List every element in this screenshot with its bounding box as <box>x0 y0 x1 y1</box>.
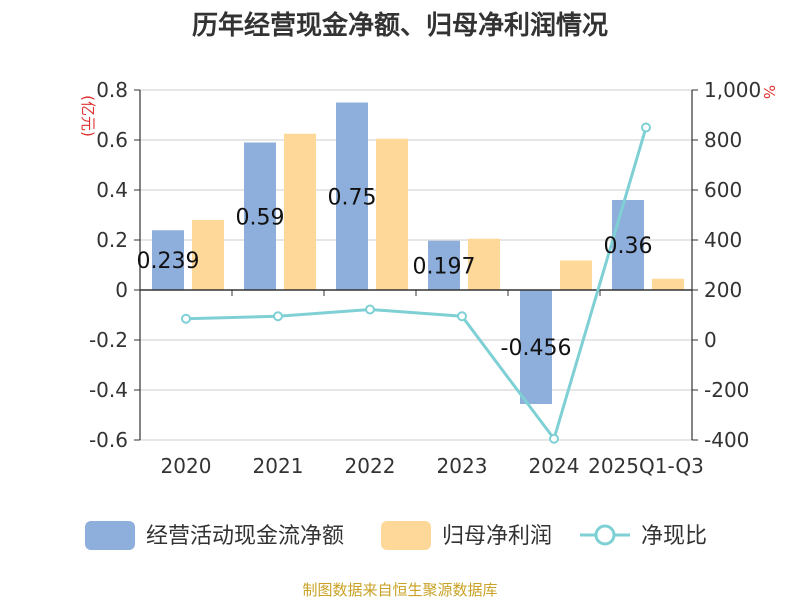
legend-label-ratio: 净现比 <box>641 524 707 549</box>
data-label: 0.239 <box>137 249 200 274</box>
legend-swatch-ratio-marker <box>594 524 616 546</box>
bar-net-profit <box>652 278 684 290</box>
chart-title: 历年经营现金净额、归母净利润情况 <box>192 10 608 41</box>
legend-label-net-profit: 归母净利润 <box>442 524 552 549</box>
ratio-point <box>365 304 375 315</box>
bar-cashflow <box>336 102 368 290</box>
left-tick-label: 0 <box>115 278 128 302</box>
right-tick-label: 800 <box>704 128 742 152</box>
legend: 经营活动现金流净额 归母净利润 净现比 <box>85 521 707 550</box>
left-axis-unit: (亿元) <box>79 95 97 137</box>
data-labels: 0.239 0.59 0.75 0.197 -0.456 0.36 <box>137 185 653 361</box>
x-tick-label: 2022 <box>345 454 396 478</box>
left-tick-label: 0.2 <box>96 228 128 252</box>
bar-net-profit <box>284 133 316 290</box>
ratio-point <box>549 433 559 444</box>
x-tick-label: 2021 <box>253 454 304 478</box>
ratio-point <box>273 311 283 322</box>
right-tick-label: 1,000 <box>704 78 761 102</box>
data-label: 0.75 <box>328 185 377 210</box>
ratio-line <box>181 122 651 444</box>
left-tick-label: -0.2 <box>89 328 128 352</box>
right-axis-ticks: 1,000 800 600 400 200 0 -200 -400 <box>692 78 761 452</box>
legend-swatch-net-profit <box>381 521 431 550</box>
right-tick-label: -200 <box>704 378 749 402</box>
x-tick-label: 2020 <box>161 454 212 478</box>
bars <box>152 102 684 404</box>
ratio-point <box>457 311 467 322</box>
data-label: 0.59 <box>236 205 285 230</box>
data-label: 0.36 <box>604 234 653 259</box>
right-tick-label: 0 <box>704 328 717 352</box>
left-tick-label: 0.4 <box>96 178 128 202</box>
bar-cashflow <box>428 240 460 290</box>
bar-cashflow <box>612 200 644 290</box>
ratio-line-path <box>185 127 648 443</box>
x-tick-label: 2024 <box>529 454 580 478</box>
x-tick-label: 2023 <box>437 454 488 478</box>
right-tick-label: 400 <box>704 228 742 252</box>
bar-cashflow <box>244 142 276 290</box>
source-note: 制图数据来自恒生聚源数据库 <box>302 581 497 599</box>
legend-swatch-cashflow <box>85 521 135 550</box>
right-tick-label: 200 <box>704 278 742 302</box>
left-tick-label: 0.6 <box>96 128 128 152</box>
x-axis-ticks: 2020 2021 2022 2023 2024 2025Q1-Q3 <box>161 290 704 478</box>
left-axis-ticks: 0.8 0.6 0.4 0.2 0 -0.2 -0.4 -0.6 <box>89 78 140 452</box>
left-tick-label: 0.8 <box>96 78 128 102</box>
left-tick-label: -0.4 <box>89 378 128 402</box>
bar-cashflow <box>152 230 184 290</box>
data-label: -0.456 <box>501 336 572 361</box>
bar-net-profit <box>560 260 592 290</box>
bar-net-profit <box>376 138 408 290</box>
right-tick-label: 600 <box>704 178 742 202</box>
bar-cashflow <box>520 290 552 404</box>
data-label: 0.197 <box>413 254 476 279</box>
ratio-point <box>641 122 651 133</box>
ratio-point <box>181 313 191 324</box>
legend-label-cashflow: 经营活动现金流净额 <box>146 524 344 549</box>
left-tick-label: -0.6 <box>89 428 128 452</box>
bar-net-profit <box>192 220 224 290</box>
x-tick-label: 2025Q1-Q3 <box>588 454 704 478</box>
right-tick-label: -400 <box>704 428 749 452</box>
bar-net-profit <box>468 238 500 290</box>
right-axis-unit: % <box>760 85 778 99</box>
